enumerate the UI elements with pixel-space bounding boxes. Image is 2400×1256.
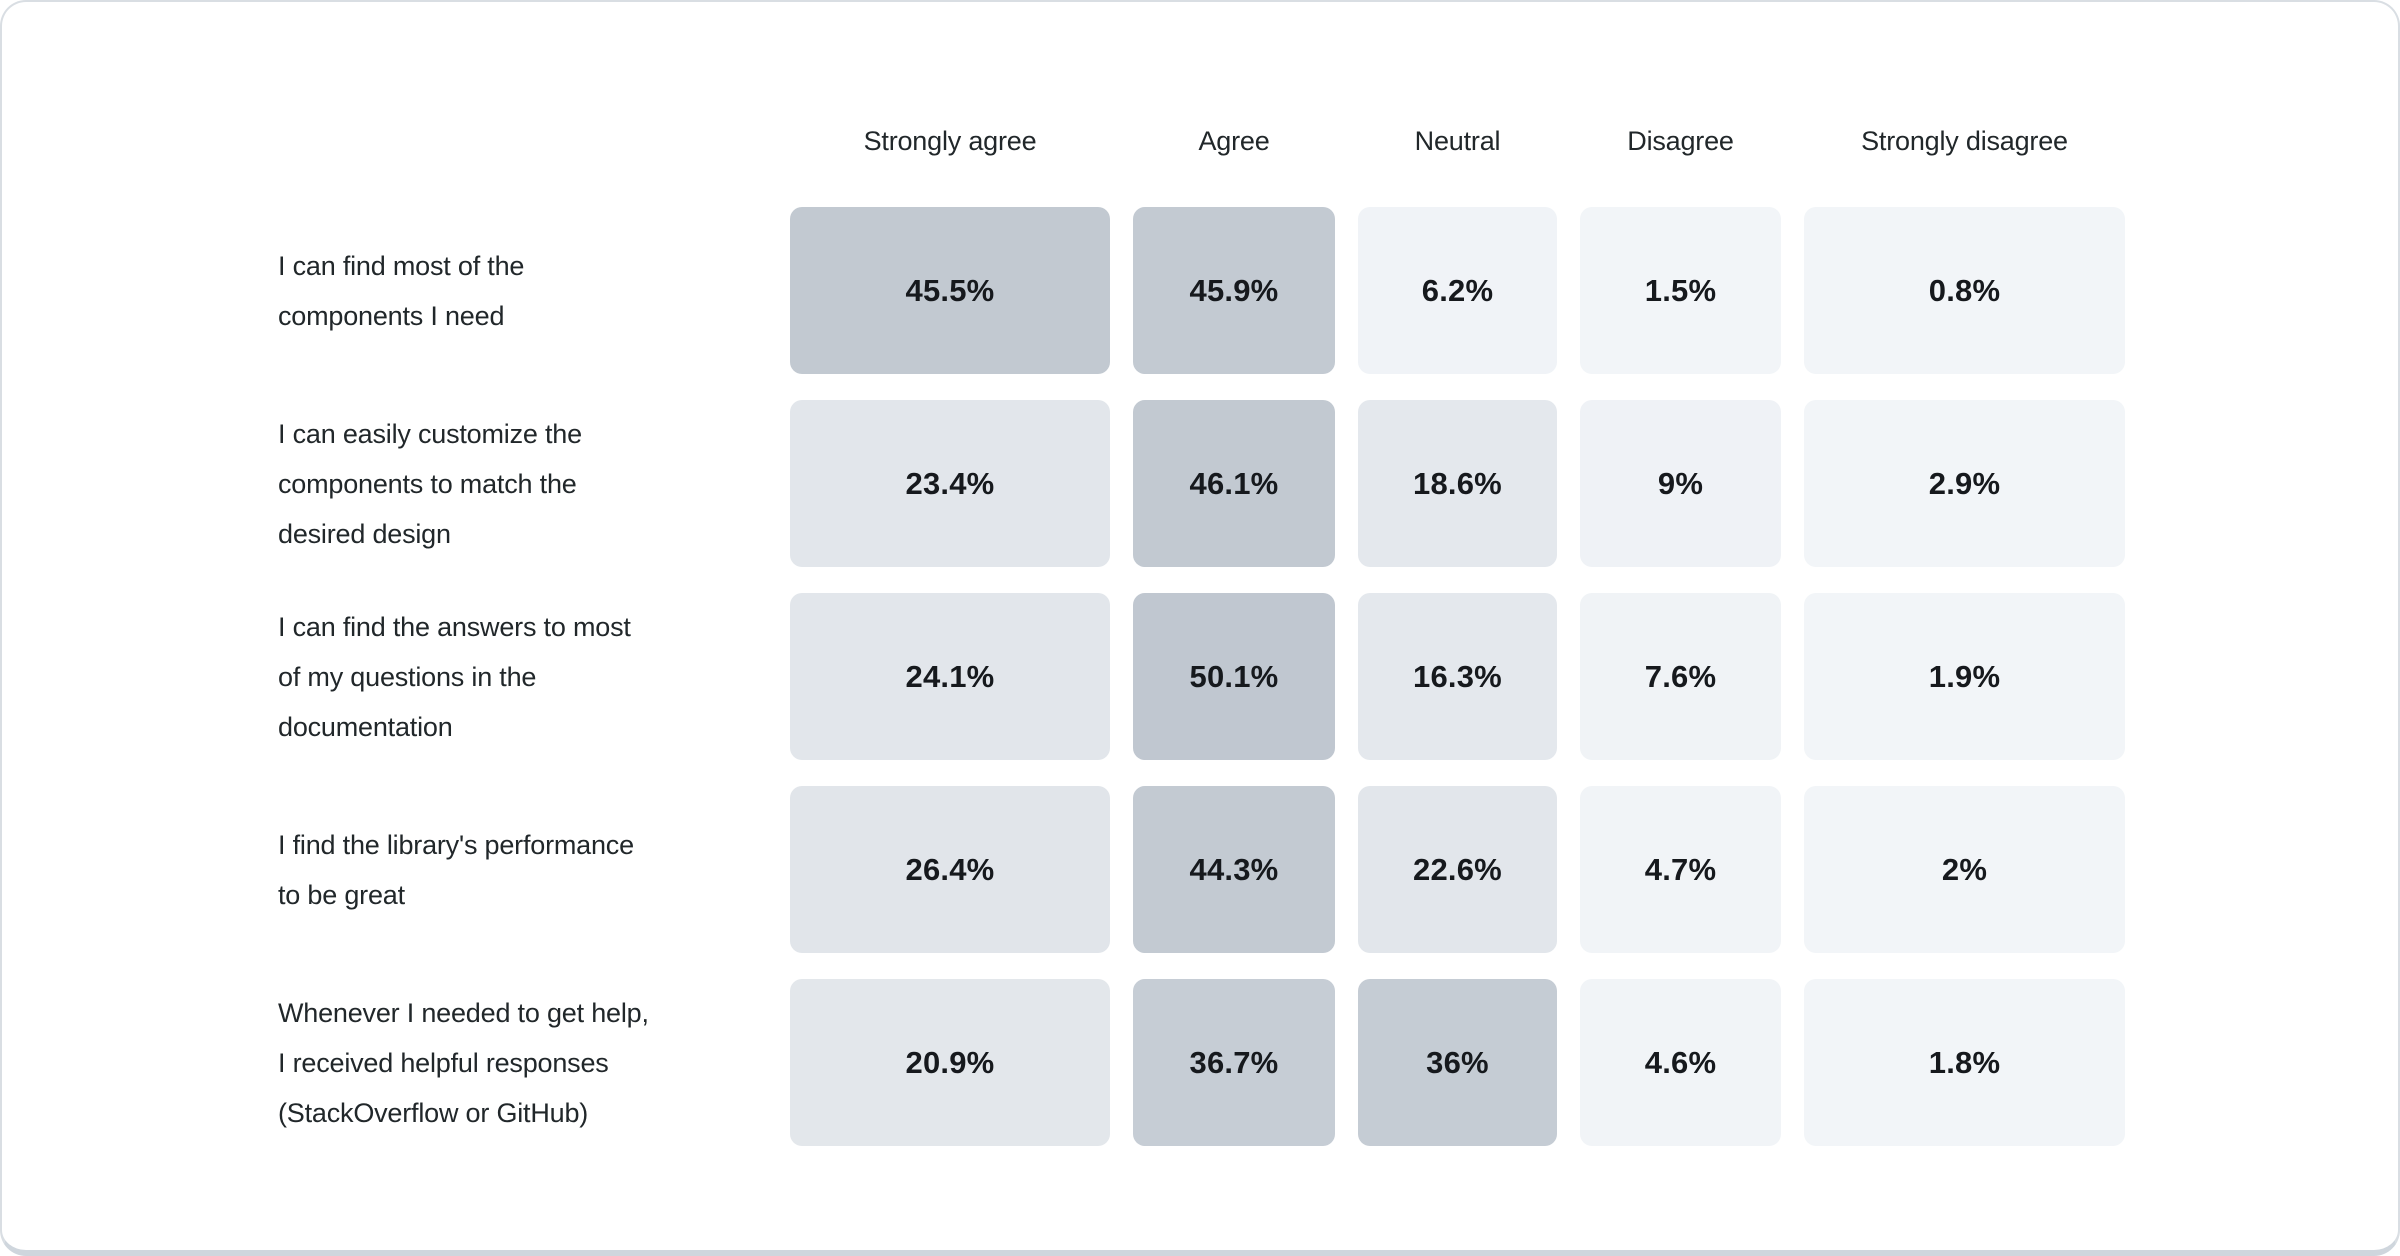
column-header-strongly-agree: Strongly agree: [863, 125, 1037, 156]
question-label-line: components I need: [278, 300, 505, 331]
question-label-line: I can easily customize the: [278, 418, 582, 449]
heatmap-cell-row3-strongly-agree: 24.1%: [790, 593, 1110, 760]
heatmap-cell-row5-disagree: 4.6%: [1580, 979, 1781, 1146]
question-label-1: I can find most of the components I need: [278, 207, 767, 374]
heatmap-cell-row2-disagree: 9%: [1580, 400, 1781, 567]
question-label-line: documentation: [278, 711, 453, 742]
question-label-2: I can easily customize the components to …: [278, 400, 767, 567]
heatmap-cell-row2-agree: 46.1%: [1133, 400, 1335, 567]
heatmap-cell-row4-strongly-disagree: 2%: [1804, 786, 2125, 953]
question-label-line: I received helpful responses: [278, 1047, 609, 1078]
heatmap-corner-spacer: [278, 101, 767, 181]
heatmap-cell-row2-strongly-agree: 23.4%: [790, 400, 1110, 567]
heatmap-cell-row1-strongly-disagree: 0.8%: [1804, 207, 2125, 374]
question-label-line: (StackOverflow or GitHub): [278, 1097, 589, 1128]
heatmap-cell-row3-strongly-disagree: 1.9%: [1804, 593, 2125, 760]
question-label-line: to be great: [278, 879, 405, 910]
question-label-line: components to match the: [278, 468, 577, 499]
heatmap-cell-row4-neutral: 22.6%: [1358, 786, 1557, 953]
heatmap-cell-row5-agree: 36.7%: [1133, 979, 1335, 1146]
question-label-line: desired design: [278, 518, 451, 549]
heatmap-cell-row1-disagree: 1.5%: [1580, 207, 1781, 374]
heatmap-cell-row3-disagree: 7.6%: [1580, 593, 1781, 760]
heatmap-cell-row4-agree: 44.3%: [1133, 786, 1335, 953]
question-label-3: I can find the answers to most of my ques…: [278, 593, 767, 760]
heatmap-cell-row2-neutral: 18.6%: [1358, 400, 1557, 567]
heatmap-cell-row2-strongly-disagree: 2.9%: [1804, 400, 2125, 567]
question-label-line: I can find most of the: [278, 250, 525, 281]
heatmap-cell-row1-agree: 45.9%: [1133, 207, 1335, 374]
question-label-line: of my questions in the: [278, 661, 537, 692]
heatmap-cell-row3-neutral: 16.3%: [1358, 593, 1557, 760]
heatmap-cell-row1-neutral: 6.2%: [1358, 207, 1557, 374]
heatmap-cell-row5-strongly-agree: 20.9%: [790, 979, 1110, 1146]
heatmap-cell-row1-strongly-agree: 45.5%: [790, 207, 1110, 374]
heatmap-cell-row5-strongly-disagree: 1.8%: [1804, 979, 2125, 1146]
question-label-line: I find the library's performance: [278, 829, 634, 860]
question-label-5: Whenever I needed to get help, I received…: [278, 979, 767, 1146]
likert-heatmap: Strongly agree Agree Neutral Disagree Strong…: [278, 101, 2125, 1146]
column-header-disagree: Disagree: [1627, 125, 1734, 156]
question-label-line: Whenever I needed to get help,: [278, 997, 649, 1028]
column-header-strongly-disagree: Strongly disagree: [1861, 125, 2068, 156]
question-label-line: I can find the answers to most: [278, 611, 631, 642]
heatmap-cell-row4-strongly-agree: 26.4%: [790, 786, 1110, 953]
column-header-agree: Agree: [1198, 125, 1270, 156]
heatmap-cell-row4-disagree: 4.7%: [1580, 786, 1781, 953]
question-label-4: I find the library's performance to be gr…: [278, 786, 767, 953]
heatmap-cell-row5-neutral: 36%: [1358, 979, 1557, 1146]
heatmap-cell-row3-agree: 50.1%: [1133, 593, 1335, 760]
column-header-neutral: Neutral: [1414, 125, 1501, 156]
